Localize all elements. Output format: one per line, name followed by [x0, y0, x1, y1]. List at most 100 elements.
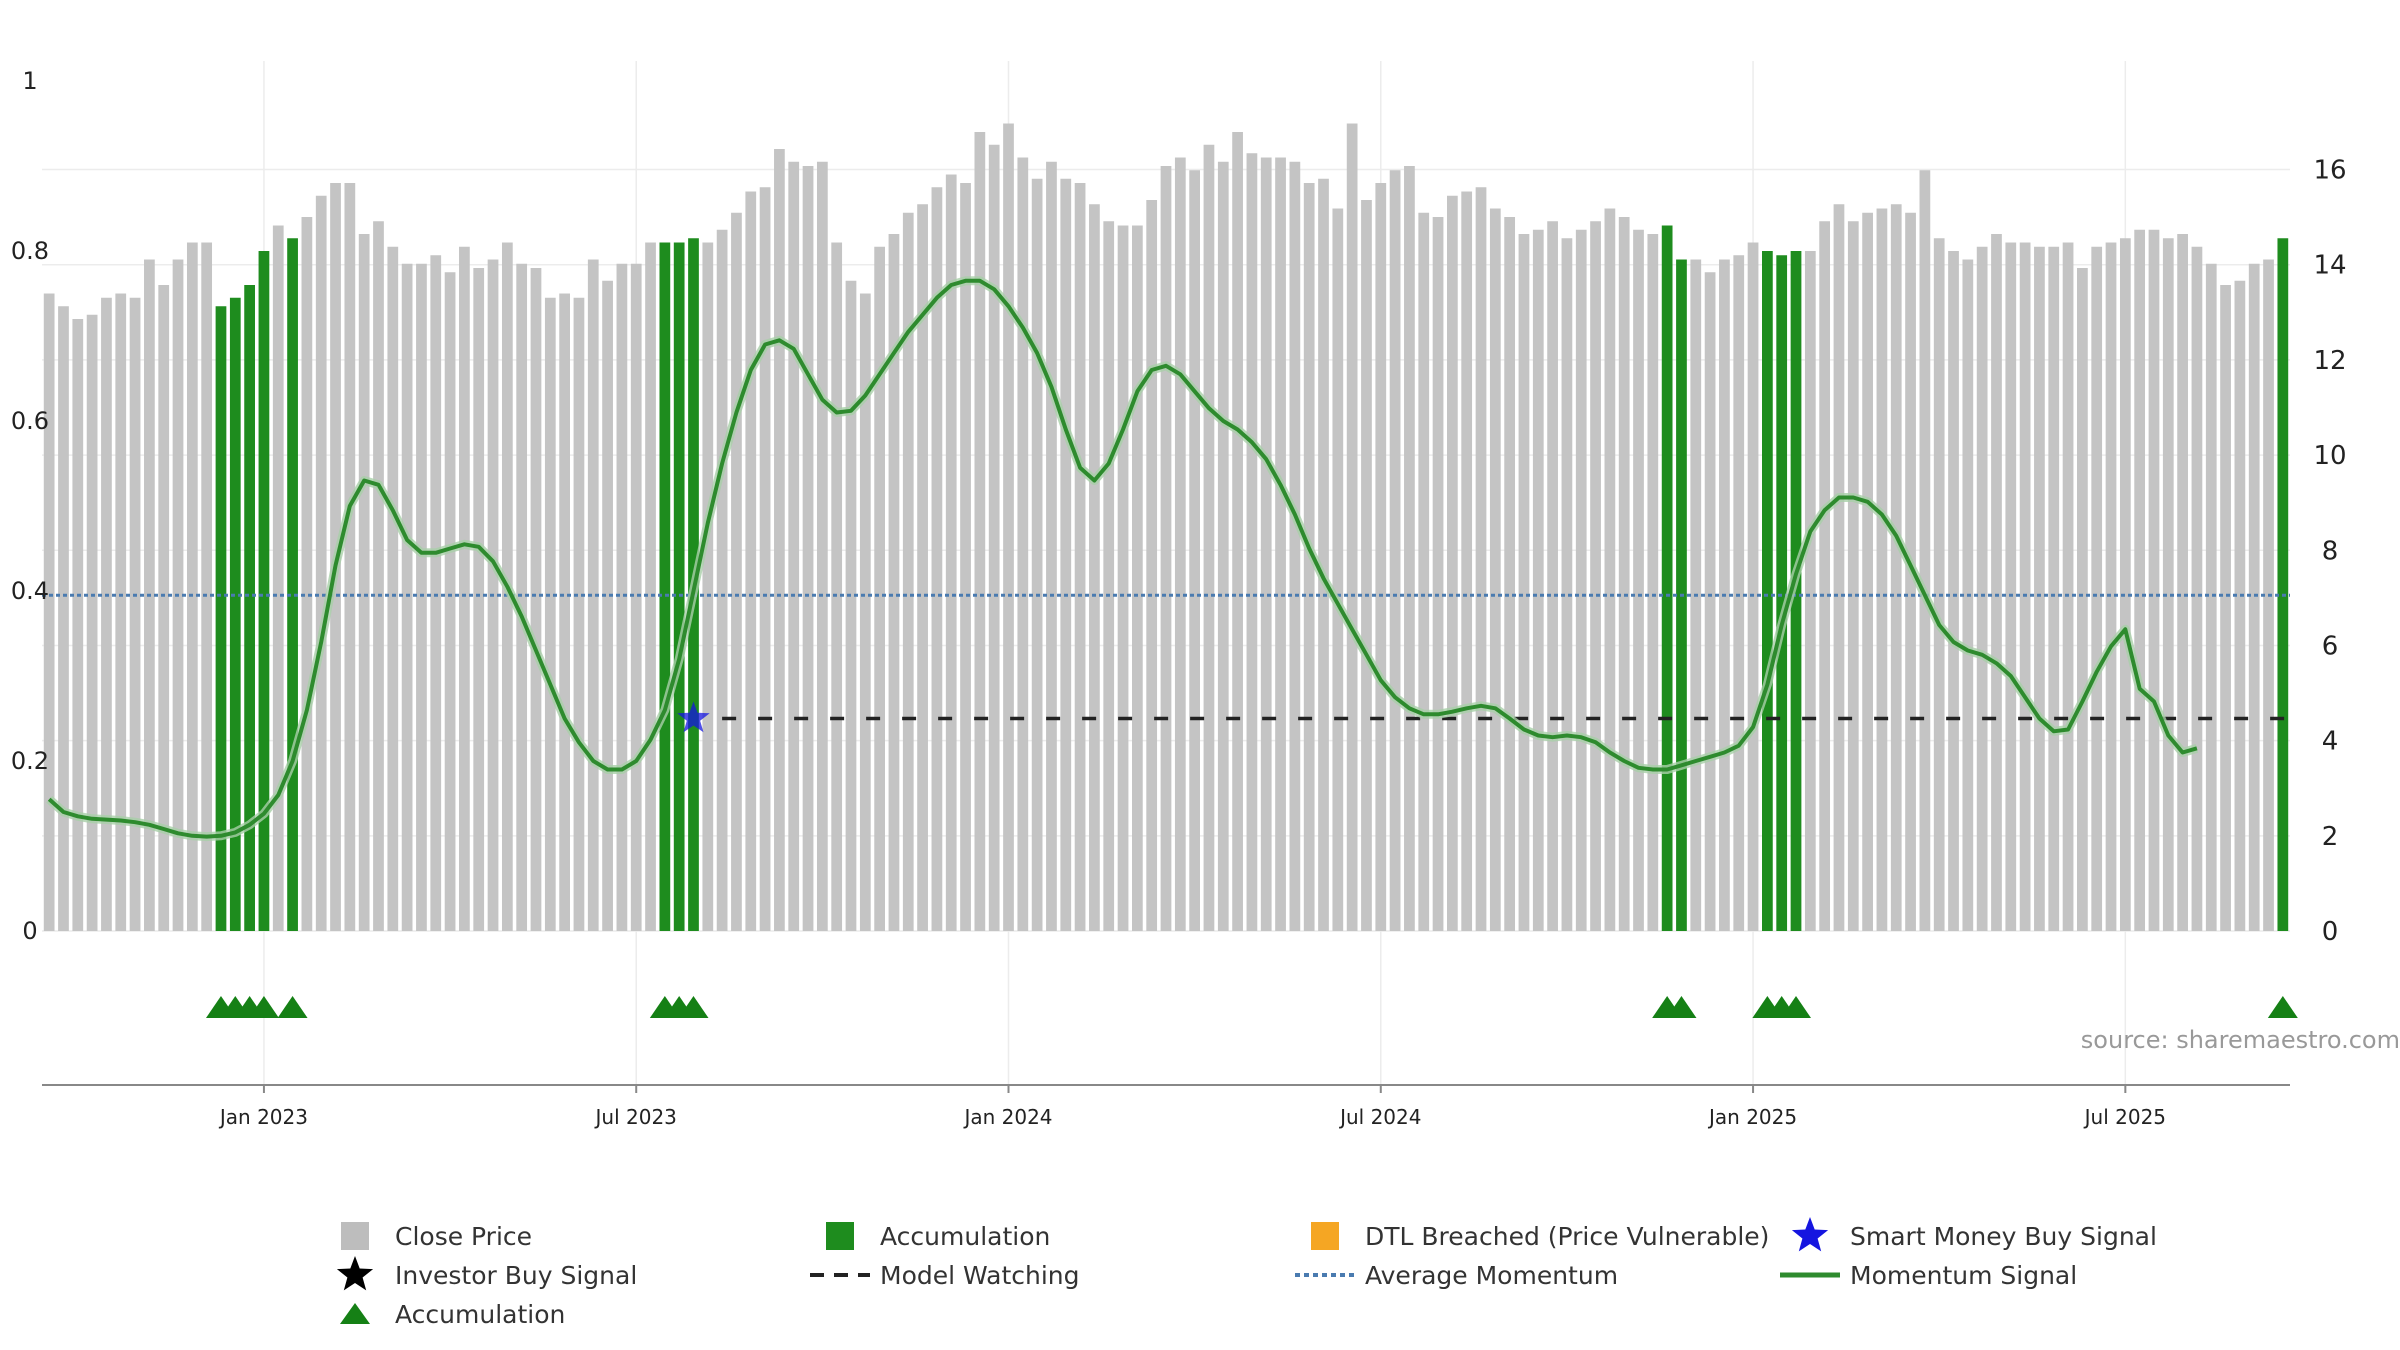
close-price-bar: [1733, 255, 1745, 931]
close-price-bar: [1819, 221, 1831, 931]
close-price-bar: [2248, 263, 2260, 931]
close-price-bar: [2105, 242, 2117, 931]
left-axis-tick-label: 0: [22, 917, 37, 945]
close-price-bar: [1003, 123, 1014, 931]
accumulation-bar: [244, 285, 255, 931]
x-axis-tick-label: Jul 2024: [1338, 1105, 1421, 1129]
close-price-bar: [2205, 263, 2217, 931]
close-price-bar: [459, 246, 470, 931]
close-price-bar: [1747, 242, 1759, 931]
close-price-bar: [1060, 178, 1072, 931]
close-price-bar: [1948, 251, 1959, 931]
legend-swatch-accumulation: [826, 1222, 854, 1250]
close-price-bar: [917, 204, 928, 931]
legend-swatch-triangle-icon: [340, 1303, 370, 1324]
close-price-bar: [2048, 246, 2060, 931]
close-price-bar: [2162, 238, 2174, 931]
legend-item: Model Watching: [810, 1261, 1080, 1290]
close-price-bar: [1318, 178, 1329, 931]
legend-item: Accumulation: [826, 1222, 1050, 1251]
x-axis-tick-label: Jan 2024: [962, 1105, 1052, 1129]
close-price-bar: [859, 293, 871, 931]
close-price-bar: [186, 242, 198, 931]
accumulation-bar: [229, 297, 241, 931]
close-price-bar: [974, 132, 986, 931]
accumulation-triangle: [678, 996, 709, 1018]
close-price-bar: [2134, 229, 2146, 931]
close-price-bar: [1475, 187, 1487, 931]
right-axis-tick-label: 16: [2313, 156, 2346, 186]
signal-markers: [205, 701, 2298, 1018]
left-axis-tick-label: 1: [22, 67, 37, 95]
legend-item: DTL Breached (Price Vulnerable): [1311, 1222, 1769, 1251]
close-price-bar: [129, 297, 141, 931]
close-price-bar: [759, 187, 771, 931]
close-price-bar: [2034, 246, 2045, 931]
accumulation-bar: [215, 306, 227, 931]
close-price-bar: [1046, 161, 1057, 931]
close-price-bar: [1590, 221, 1601, 931]
close-price-bar: [1174, 157, 1186, 931]
close-price-bar: [315, 195, 327, 931]
legend-item: Close Price: [341, 1222, 532, 1251]
close-price-bar: [1633, 229, 1644, 931]
close-price-bar: [1160, 166, 1172, 931]
close-price-bar: [988, 144, 1000, 931]
close-price-bar: [1862, 212, 1873, 931]
right-axis-tick-label: 14: [2313, 251, 2346, 281]
legend-swatch-investor-star-icon: [336, 1256, 374, 1291]
accumulation-bar: [2277, 238, 2289, 931]
close-price-bar: [2234, 280, 2246, 931]
legend-item: Average Momentum: [1295, 1261, 1618, 1290]
legend-label: Close Price: [395, 1222, 532, 1251]
close-price-bar: [530, 268, 542, 931]
close-price-bar: [1389, 170, 1401, 931]
close-price-bar: [516, 263, 528, 931]
close-price-bar: [2091, 246, 2103, 931]
accumulation-triangle: [1666, 996, 1697, 1018]
legend-label: Momentum Signal: [1850, 1261, 2077, 1290]
close-price-bar: [201, 242, 213, 931]
close-price-bar: [2077, 268, 2088, 931]
close-price-bar: [2148, 229, 2160, 931]
right-axis-tick-label: 0: [2322, 917, 2339, 947]
close-price-bar: [1031, 178, 1043, 931]
accumulation-bar: [1661, 225, 1673, 931]
close-price-bar: [344, 183, 356, 931]
right-axis-tick-label: 6: [2322, 631, 2339, 661]
x-axis-tick-label: Jul 2025: [2083, 1105, 2166, 1129]
right-axis-tick-label: 8: [2322, 536, 2339, 566]
close-price-bar: [1518, 234, 1530, 931]
close-price-bar: [931, 187, 943, 931]
close-price-bar: [1260, 157, 1272, 931]
close-price-bar: [2220, 285, 2231, 931]
x-axis-tick-label: Jan 2025: [1707, 1105, 1797, 1129]
close-price-bar: [1976, 246, 1988, 931]
right-axis-tick-label: 4: [2322, 727, 2339, 757]
close-price-bar: [1432, 217, 1444, 931]
right-axis-tick-label: 10: [2313, 441, 2346, 471]
right-axis-tick-label: 2: [2322, 822, 2339, 852]
close-price-bar: [774, 149, 785, 931]
close-price-bar: [788, 161, 800, 931]
close-price-bar: [401, 263, 413, 931]
accumulation-triangle: [2267, 996, 2298, 1018]
close-price-bar: [1404, 166, 1415, 931]
left-axis-tick-label: 0.4: [11, 577, 49, 605]
legend-label: Smart Money Buy Signal: [1850, 1222, 2157, 1251]
close-price-bar: [444, 272, 456, 931]
close-price-bar: [1103, 221, 1115, 931]
x-axis-tick-label: Jul 2023: [594, 1105, 677, 1129]
close-price-bar: [1375, 183, 1387, 931]
accumulation-bar: [1776, 255, 1788, 931]
close-price-bar: [72, 319, 84, 931]
accumulation-triangle: [1781, 996, 1812, 1018]
close-price-bar: [945, 174, 957, 931]
close-price-bar: [1131, 225, 1143, 931]
close-price-bar: [1618, 217, 1630, 931]
close-price-bar: [301, 217, 313, 931]
close-price-bar: [1117, 225, 1129, 931]
accumulation-bar: [287, 238, 298, 931]
close-price-bar: [1146, 200, 1158, 931]
legend-item: Smart Money Buy Signal: [1791, 1217, 2157, 1252]
